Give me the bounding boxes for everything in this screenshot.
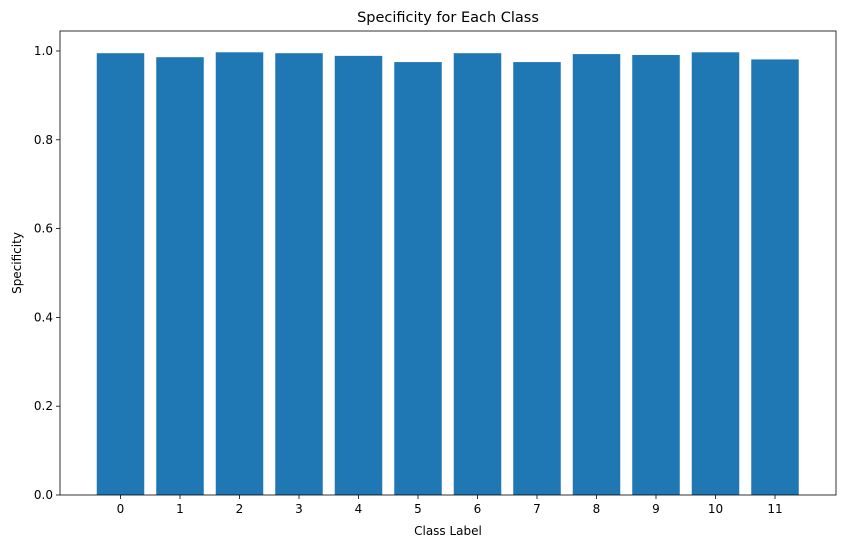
y-tick-label: 0.6 <box>34 222 53 236</box>
x-axis-label: Class Label <box>414 524 482 538</box>
y-tick-label: 0.4 <box>34 310 53 324</box>
x-tick-label: 11 <box>767 502 782 516</box>
x-tick-label: 9 <box>652 502 660 516</box>
x-tick-label: 1 <box>176 502 184 516</box>
y-axis-label: Specificity <box>10 232 24 294</box>
y-tick-label: 0.0 <box>34 488 53 502</box>
bar-class-10 <box>691 52 740 495</box>
bar-class-8 <box>572 54 621 496</box>
bar-class-3 <box>275 53 323 495</box>
y-tick-label: 0.8 <box>34 133 53 147</box>
bar-class-1 <box>156 57 204 495</box>
chart-title: Specificity for Each Class <box>357 10 539 26</box>
y-tick-label: 0.2 <box>34 399 53 413</box>
x-tick-label: 6 <box>474 502 482 516</box>
x-tick-label: 7 <box>533 502 541 516</box>
x-tick-label: 8 <box>593 502 601 516</box>
x-tick-label: 4 <box>355 502 363 516</box>
bar-class-5 <box>394 62 442 496</box>
x-tick-label: 2 <box>236 502 244 516</box>
bar-class-7 <box>513 62 561 496</box>
x-tick-label: 5 <box>414 502 422 516</box>
x-tick-label: 0 <box>117 502 125 516</box>
bar-class-4 <box>334 55 383 495</box>
bars-layer <box>96 52 799 496</box>
y-axis-ticks: 0.0 0.2 0.4 0.6 0.8 1.0 <box>34 44 60 502</box>
y-tick-label: 1.0 <box>34 44 53 58</box>
x-axis-ticks: 0 1 2 3 4 5 6 7 8 9 10 11 <box>117 495 783 516</box>
x-tick-label: 10 <box>708 502 723 516</box>
bar-class-0 <box>96 53 145 495</box>
bar-class-6 <box>453 53 502 495</box>
bar-class-11 <box>751 59 799 495</box>
x-tick-label: 3 <box>295 502 303 516</box>
plot-frame <box>59 30 837 496</box>
bar-class-9 <box>632 54 680 496</box>
bar-class-2 <box>215 52 264 495</box>
